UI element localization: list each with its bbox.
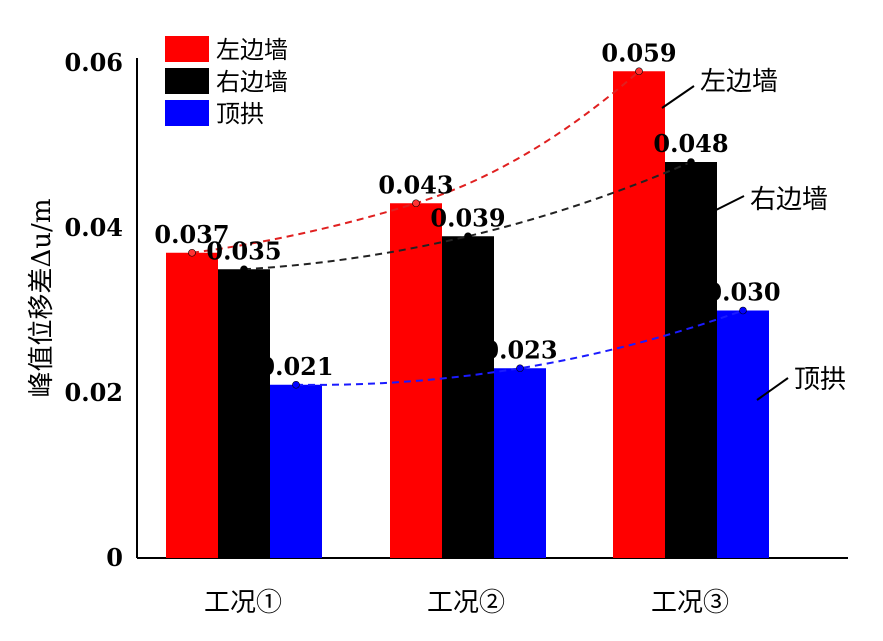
bar	[166, 252, 218, 558]
annotation-label: 顶拱	[794, 365, 846, 395]
trend-line	[243, 161, 692, 271]
x-category-label: 工况②	[427, 588, 505, 618]
y-tick-label: 0.04	[65, 213, 123, 242]
data-point-marker	[292, 380, 300, 389]
x-category-label: 工况③	[651, 588, 729, 618]
data-point-marker	[687, 158, 695, 166]
data-point-marker	[464, 232, 472, 241]
callout-line-left-wall	[661, 85, 695, 109]
legend: 左边墙 右边墙 顶拱	[165, 36, 288, 128]
y-tick-label: 0	[106, 543, 123, 572]
bar	[270, 384, 322, 558]
legend-label: 顶拱	[216, 100, 264, 128]
annotations: 左边墙 右边墙 顶拱	[661, 67, 846, 401]
bar	[494, 368, 546, 558]
callout-line-crown	[756, 377, 789, 401]
data-label: 0.030	[705, 278, 780, 307]
annotation-label: 右边墙	[750, 185, 828, 215]
data-point-marker	[412, 199, 420, 208]
bar	[613, 71, 665, 558]
legend-swatch-left-wall	[165, 36, 209, 62]
legend-swatch-right-wall	[165, 68, 209, 94]
data-label: 0.023	[482, 335, 557, 364]
y-tick-label: 0.06	[65, 48, 123, 77]
bar	[218, 269, 270, 558]
bar	[717, 310, 769, 558]
bar	[442, 236, 494, 558]
data-label: 0.048	[653, 129, 728, 158]
data-label: 0.037	[154, 220, 229, 249]
plot-area: 0.037 0.043 0.059 0.035 0.039 0.048 0.021 0.023…	[154, 38, 781, 558]
data-label: 0.043	[378, 170, 453, 199]
data-label: 0.035	[206, 236, 281, 265]
data-point-marker	[635, 67, 643, 76]
y-tick-label: 0.02	[65, 378, 123, 407]
data-point-marker	[188, 248, 196, 257]
bar	[665, 162, 717, 558]
data-label: 0.021	[258, 352, 333, 381]
data-point-marker	[739, 306, 747, 315]
data-point-marker	[240, 265, 248, 274]
data-label: 0.059	[601, 38, 676, 67]
legend-label: 左边墙	[216, 36, 288, 64]
x-category-label: 工况①	[204, 588, 282, 618]
legend-swatch-crown	[165, 100, 209, 126]
data-point-marker	[516, 364, 524, 373]
annotation-label: 左边墙	[700, 67, 778, 97]
legend-label: 右边墙	[216, 68, 288, 96]
data-label: 0.039	[430, 203, 505, 232]
callout-line-right-wall	[715, 195, 745, 211]
y-axis-title: 峰值位移差Δu/m	[27, 199, 57, 398]
